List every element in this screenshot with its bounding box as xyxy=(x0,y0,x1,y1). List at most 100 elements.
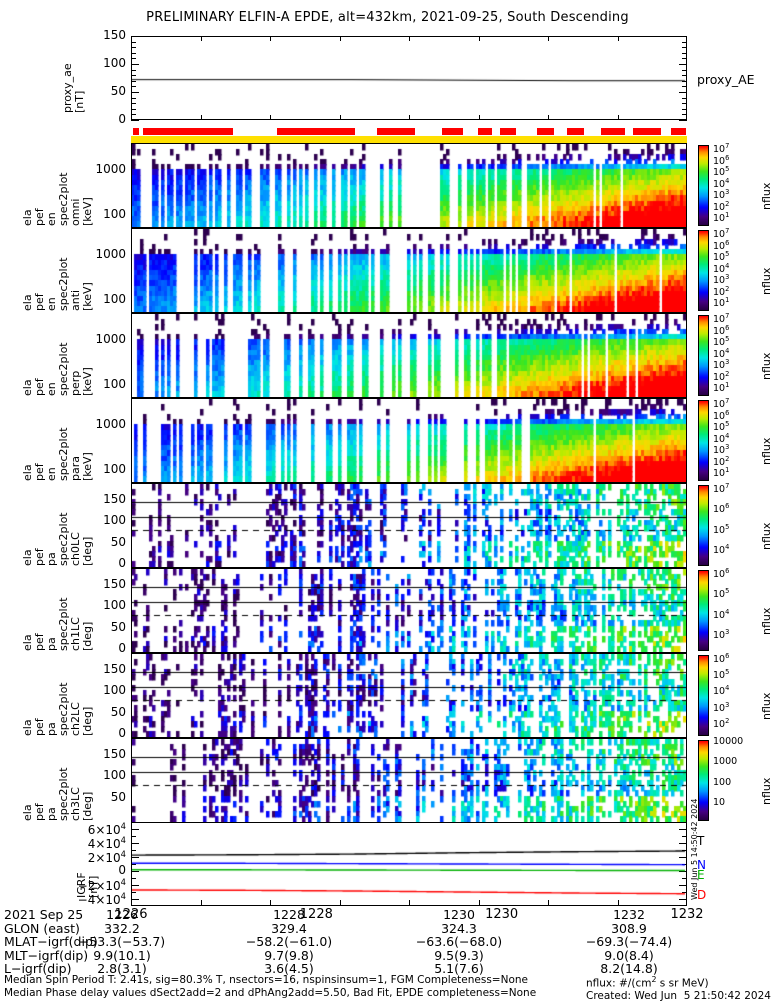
panel-omni-ytick: 1000 xyxy=(95,161,126,176)
colorbar-ch1LC xyxy=(698,570,709,651)
colorbar-perp-label: 105 xyxy=(713,335,730,349)
table-cell: 2.8(3.1) xyxy=(97,961,147,977)
panel-anti-minor-tick xyxy=(131,228,135,229)
table-cell: 9.0(8.4) xyxy=(604,947,654,963)
colorbar-ch3LC-title: nflux xyxy=(760,777,773,805)
igrf-ytick: 4×104 xyxy=(87,835,126,851)
proxy-ae-trace xyxy=(132,37,686,119)
table-row-label: MLT−igrf(dip) xyxy=(4,947,89,963)
science-zone-segment xyxy=(633,128,662,135)
colorbar-anti-title: nflux xyxy=(760,267,773,295)
colorbar-ch1LC-label: 105 xyxy=(713,587,730,601)
panel-para-ylabel-line: en xyxy=(45,467,58,481)
proxy-ae-major-tick xyxy=(131,36,139,37)
table-row-label: MLAT−igrf(dip) xyxy=(4,934,98,950)
table-cell: 1228 xyxy=(273,907,305,922)
colorbar-gradient xyxy=(699,401,708,480)
panel-para-minor-tick xyxy=(131,398,135,399)
table-row-label: GLON (east) xyxy=(4,920,80,936)
colorbar-para-label: 101 xyxy=(713,466,730,480)
colorbar-anti-label: 107 xyxy=(713,227,730,241)
table-cell: 332.2 xyxy=(104,920,140,936)
table-row-label: 2021 Sep 25 xyxy=(4,907,84,922)
colorbar-ch2LC-label: 104 xyxy=(713,684,730,698)
panel-ch2LC-ylabel-line: pa xyxy=(45,722,58,736)
table-cell: 9.9(10.1) xyxy=(93,947,151,963)
colorbar-anti-label: 103 xyxy=(713,273,730,287)
igrf-ytick: 6×104 xyxy=(87,821,126,837)
panel-ch3LC-ylabel-line: pa xyxy=(45,807,58,821)
panel-ch0LC-ylabel-line: pa xyxy=(45,552,58,566)
panel-ch1LC-ytick: 100 xyxy=(103,598,126,613)
spectrogram-perp xyxy=(132,314,686,397)
proxy-ae-legend-label: proxy_AE xyxy=(697,72,755,87)
spectrogram-para xyxy=(132,399,686,482)
colorbar-omni-label: 103 xyxy=(713,188,730,202)
panel-ch2LC-ytick: 0 xyxy=(118,725,126,740)
page-title: PRELIMINARY ELFIN-A EPDE, alt=432km, 202… xyxy=(146,10,629,25)
colorbar-gradient xyxy=(699,486,708,565)
panel-ch1LC-ytick: 50 xyxy=(110,619,126,634)
proxy-ae-ytick: 0 xyxy=(118,112,126,126)
colorbar-ch1LC-title: nflux xyxy=(760,607,773,635)
colorbar-gradient xyxy=(699,231,708,310)
panel-ch2LC-ytick: 50 xyxy=(110,704,126,719)
science-zone-bar xyxy=(131,128,687,135)
panel-anti-ylabel-line: pef xyxy=(33,293,46,311)
proxy-ae-ytick: 100 xyxy=(103,56,126,70)
colorbar-para-label: 102 xyxy=(713,454,730,468)
table-cell: 9.5(9.3) xyxy=(434,947,484,963)
table-cell: 3.6(4.5) xyxy=(264,961,314,977)
panel-perp-ytick: 1000 xyxy=(95,331,126,346)
colorbar-ch2LC xyxy=(698,655,709,736)
panel-omni-ylabel-line: en xyxy=(45,212,58,226)
igrf-traces xyxy=(132,823,686,905)
proxy-ae-ytick: 50 xyxy=(110,84,126,98)
panel-ch3LC-ylabel-line: ela xyxy=(21,804,34,821)
panel-perp-ylabel-line: en xyxy=(45,382,58,396)
footer-line: Median Spin Period T: 2.41s, sig=80.3% T… xyxy=(4,974,528,986)
science-zone-segment xyxy=(601,128,626,135)
igrf-legend-D: D xyxy=(697,888,707,902)
panel-omni-ylabel-line: pef xyxy=(33,208,46,226)
science-zone-segment xyxy=(376,128,415,135)
proxy-ae-ylabel-line: proxy_ae xyxy=(61,63,74,113)
igrf-legend-N: N xyxy=(697,858,706,872)
colorbar-ch3LC xyxy=(698,740,709,821)
igrf-ytick: −2×104 xyxy=(77,877,126,893)
table-cell: 1226 xyxy=(106,907,138,922)
footer-line: Median Phase delay values dSect2add=2 an… xyxy=(4,986,537,999)
panel-anti-ytick: 1000 xyxy=(95,246,126,261)
panel-omni-minor-tick xyxy=(131,143,135,144)
spectrogram-omni xyxy=(132,144,686,227)
panel-ch0LC-ytick: 150 xyxy=(103,492,126,506)
panel-perp-ylabel-line: ela xyxy=(21,379,34,396)
colorbar-ch0LC xyxy=(698,485,709,566)
colorbar-ch2LC-label: 105 xyxy=(713,668,730,682)
proxy-ae-ytick: 150 xyxy=(103,28,126,42)
data-coverage-bar xyxy=(131,136,687,143)
spectrogram-ch3LC xyxy=(132,739,686,822)
panel-perp-ytick: 100 xyxy=(103,376,126,391)
panel-ch2LC-ylabel-line: ela xyxy=(21,719,34,736)
science-zone-segment xyxy=(142,128,234,135)
science-zone-segment xyxy=(441,128,464,135)
colorbar-perp-label: 103 xyxy=(713,358,730,372)
created-timestamp-rotated: Wed Jun 5 14:50:42 2024 xyxy=(690,798,699,901)
colorbar-omni-label: 107 xyxy=(713,142,730,156)
panel-ch3LC-ylabel-line: pef xyxy=(33,803,46,821)
colorbar-perp xyxy=(698,315,709,396)
colorbar-ch1LC-label: 106 xyxy=(713,567,730,581)
footer-right-text: nflux: #/(cm2 s sr MeV) Created: Wed Jun … xyxy=(586,974,771,1003)
footer-line: nflux: #/(cm2 s sr MeV) xyxy=(586,975,709,990)
panel-ch2LC-ytick: 100 xyxy=(103,683,126,698)
table-cell: 1232 xyxy=(613,907,645,922)
science-zone-segment xyxy=(477,128,493,135)
colorbar-ch2LC-label: 102 xyxy=(713,716,730,730)
spectrogram-ch0LC xyxy=(132,484,686,567)
colorbar-ch2LC-label: 106 xyxy=(713,652,730,666)
science-zone-segment xyxy=(276,128,355,135)
footer-line: Created: Wed Jun 5 21:50:42 2024 xyxy=(586,990,771,1002)
colorbar-para-label: 105 xyxy=(713,420,730,434)
panel-ch1LC-ytick: 0 xyxy=(118,640,126,655)
